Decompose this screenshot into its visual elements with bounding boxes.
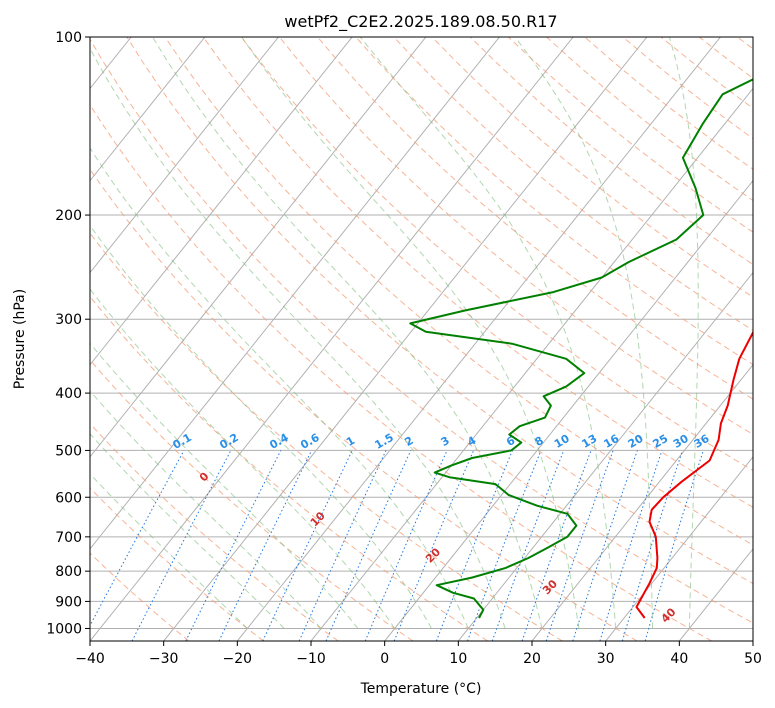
mixing-ratio-line: [621, 450, 684, 641]
isotherm-line: [384, 179, 753, 641]
moist-adiabat: [90, 147, 469, 629]
dry-adiabat: [90, 295, 488, 641]
moist-adiabat: [90, 473, 248, 629]
sounding-series-layer: [409, 78, 753, 619]
dry-adiabat: [393, 37, 753, 332]
y-tick-label: 200: [55, 208, 82, 224]
y-tick-label: 800: [55, 564, 82, 580]
dry-adiabat: [126, 37, 753, 585]
x-tick-label: −40: [75, 651, 105, 667]
dry-adiabat: [317, 37, 753, 400]
y-tick-label: 600: [55, 490, 82, 506]
mixing-ratio-line: [364, 450, 448, 641]
y-tick-label: 900: [55, 594, 82, 610]
dry-adiabat: [164, 37, 753, 546]
temperature-profile-line: [635, 330, 753, 619]
dry-adiabat: [90, 422, 339, 641]
moist-adiabat: [90, 224, 432, 629]
moist-adiabat: [90, 288, 396, 629]
moist-adiabat: [359, 37, 617, 629]
dry-adiabat: [90, 104, 712, 641]
moist-adiabat: [668, 37, 699, 629]
mixing-ratio-layer: [90, 450, 704, 641]
y-tick-label: 1000: [46, 621, 82, 637]
isotherm-line: [752, 640, 753, 641]
x-tick-label: 40: [670, 651, 688, 667]
moist-adiabat: [90, 342, 359, 629]
y-axis-title: Pressure (hPa): [12, 289, 28, 389]
x-tick-label: −30: [149, 651, 179, 667]
mixing-ratio-line: [90, 450, 185, 627]
mixing-ratio-line: [467, 450, 542, 641]
isotherm-line: [531, 363, 753, 641]
dry-adiabat: [202, 37, 753, 508]
y-tick-label: 400: [55, 386, 82, 402]
plot-frame: [89, 36, 754, 642]
isotherm-line: [90, 37, 574, 641]
x-tick-label: 50: [744, 651, 762, 667]
mixing-ratio-line: [435, 450, 513, 641]
mixing-ratio-line: [545, 450, 614, 641]
mixing-ratio-line: [325, 450, 412, 641]
isotherm-line: [90, 37, 279, 274]
mixing-ratio-line: [572, 450, 638, 641]
isotherm-line: [0, 37, 58, 641]
moist-adiabat: [241, 37, 580, 629]
x-tick-label: 20: [523, 651, 541, 667]
dry-adiabat: [355, 37, 753, 366]
x-tick-label: −10: [296, 651, 326, 667]
dry-adiabat: [90, 232, 563, 641]
y-axis-ticks: 100 200 300 400 500 600 700 800 900 1000: [46, 30, 90, 637]
x-tick-label: 10: [449, 651, 467, 667]
mixing-ratio-line: [521, 450, 592, 641]
isotherm-line: [90, 37, 206, 182]
mixing-ratio-line: [599, 450, 663, 641]
plot-area: [90, 37, 753, 641]
mixing-ratio-line: [185, 450, 282, 641]
mixing-ratio-line: [644, 450, 704, 641]
isotherm-line: [605, 456, 753, 641]
isotherm-line: [90, 37, 500, 550]
dry-adiabat: [90, 168, 638, 641]
x-tick-label: 0: [380, 651, 389, 667]
isotherm-line: [90, 37, 353, 366]
dry-adiabat: [90, 38, 753, 624]
dry-adiabat: [90, 359, 414, 641]
x-axis-title: Temperature (°C): [360, 681, 482, 697]
y-tick-label: 100: [55, 30, 82, 46]
mixing-ratio-line: [393, 450, 475, 641]
y-tick-label: 700: [55, 530, 82, 546]
x-axis-ticks: −40 −30 −20 −10 0 10 20 30 40 50: [75, 641, 762, 667]
x-tick-label: 30: [597, 651, 615, 667]
dewpoint-profile-line: [409, 78, 753, 619]
y-tick-label: 300: [55, 312, 82, 328]
isotherm-line: [90, 37, 427, 458]
isotherm-line: [163, 37, 648, 641]
moist-adiabat: [514, 37, 653, 629]
chart-title: wetPf2_C2E2.2025.189.08.50.R17: [284, 12, 557, 32]
x-tick-label: −20: [223, 651, 253, 667]
moist-adiabat: [152, 37, 543, 629]
isotherm-line: [457, 271, 753, 641]
mixing-ratio-line: [491, 450, 565, 641]
moist-adiabat-layer: [90, 37, 699, 629]
dry-adiabat-layer: [90, 37, 753, 641]
moist-adiabat: [90, 47, 506, 629]
y-tick-label: 500: [55, 443, 82, 459]
dry-adiabat: [90, 552, 190, 641]
